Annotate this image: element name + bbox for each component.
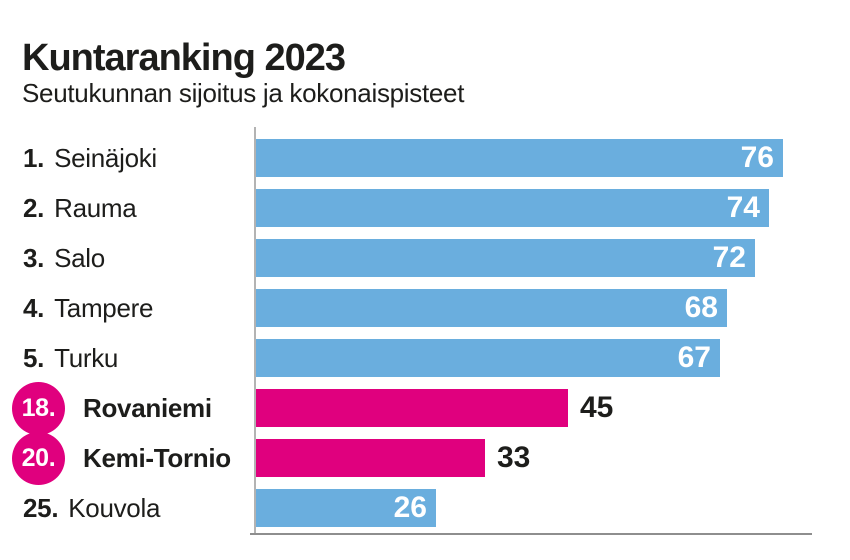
rank-label: 2. (23, 192, 45, 223)
municipality-name: Kemi-Tornio (83, 442, 231, 473)
rank-badge: 18. (12, 381, 65, 435)
chart-row: 18. Rovaniemi 45 (0, 381, 850, 435)
bar: 68 (256, 289, 727, 327)
bar-area: 72 (254, 239, 850, 277)
chart-row: 25. Kouvola 26 (0, 483, 850, 533)
row-label: 20. Kemi-Tornio (0, 431, 254, 485)
rank-badge-number: 20. (21, 443, 56, 472)
municipality-name: Rovaniemi (83, 392, 212, 423)
rank-label: 5. (23, 342, 45, 373)
bar-value: 26 (393, 491, 427, 524)
bar-value: 68 (684, 291, 718, 324)
chart-axis-line (254, 127, 256, 535)
bar-value: 45 (580, 391, 614, 424)
bar (256, 389, 568, 427)
bar-area: 33 (254, 439, 850, 477)
page-subtitle: Seutukunnan sijoitus ja kokonaispisteet (22, 78, 465, 108)
bar-area: 68 (254, 289, 850, 327)
bar (256, 439, 485, 477)
rank-badge-number: 18. (21, 393, 56, 422)
rank-label: 1. (23, 142, 45, 173)
municipality-name: Seinäjoki (54, 142, 157, 173)
bar-area: 74 (254, 189, 850, 227)
bar: 76 (256, 139, 783, 177)
municipality-name: Tampere (54, 292, 154, 323)
bar: 72 (256, 239, 755, 277)
bar-area: 45 (254, 389, 850, 427)
chart-row: 3. Salo 72 (0, 233, 850, 283)
municipality-name: Kouvola (68, 492, 161, 523)
chart-row: 5. Turku 67 (0, 333, 850, 383)
chart-row: 4. Tampere 68 (0, 283, 850, 333)
municipality-name: Turku (54, 342, 119, 373)
municipality-name: Salo (54, 242, 105, 273)
bar: 67 (256, 339, 720, 377)
bar: 26 (256, 489, 436, 527)
row-label: 2. Rauma (0, 193, 254, 224)
rank-label: 4. (23, 292, 45, 323)
chart-baseline (250, 533, 812, 535)
bar-value: 72 (712, 241, 746, 274)
rank-label: 3. (23, 242, 45, 273)
bar-area: 76 (254, 139, 850, 177)
chart-row: 1. Seinäjoki 76 (0, 133, 850, 183)
bar-value: 33 (497, 441, 531, 474)
chart-row: 2. Rauma 74 (0, 183, 850, 233)
bar-area: 67 (254, 339, 850, 377)
row-label: 25. Kouvola (0, 493, 254, 524)
page-title: Kuntaranking 2023 (22, 37, 346, 80)
rank-badge: 20. (12, 431, 65, 485)
bar-value: 67 (677, 341, 711, 374)
bar-value: 74 (726, 191, 760, 224)
rank-label: 25. (23, 492, 59, 523)
row-label: 4. Tampere (0, 293, 254, 324)
chart-row: 20. Kemi-Tornio 33 (0, 431, 850, 485)
bar: 74 (256, 189, 769, 227)
row-label: 1. Seinäjoki (0, 143, 254, 174)
bar-area: 26 (254, 489, 850, 527)
bar-chart: 1. Seinäjoki 76 2. Rauma 74 3. Salo 72 4. Tampere 6… (0, 133, 850, 533)
row-label: 18. Rovaniemi (0, 381, 254, 435)
municipality-name: Rauma (54, 192, 137, 223)
bar-value: 76 (740, 141, 774, 174)
row-label: 5. Turku (0, 343, 254, 374)
row-label: 3. Salo (0, 243, 254, 274)
